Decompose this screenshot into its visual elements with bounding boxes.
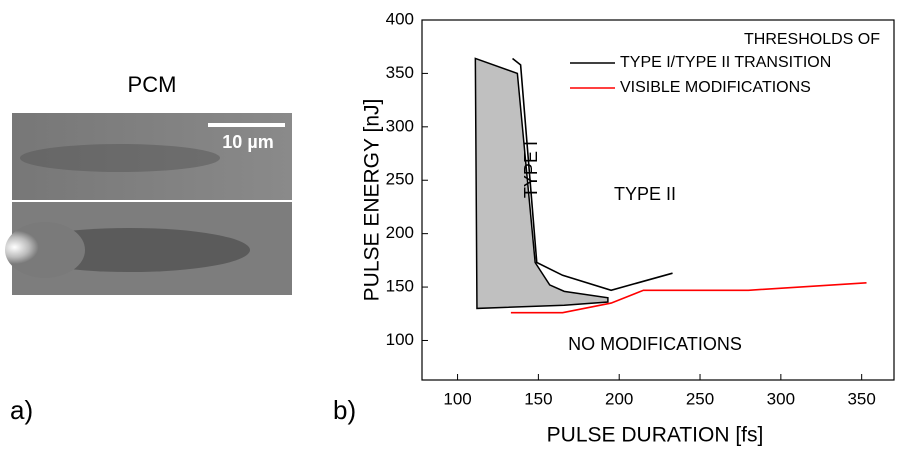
plot-frame xyxy=(421,19,895,381)
y-tick-label: 150 xyxy=(386,277,414,296)
y-tick-label: 200 xyxy=(386,223,414,242)
micrograph-feature xyxy=(5,222,85,278)
series-line xyxy=(512,57,673,292)
annotation: NO MODIFICATIONS xyxy=(568,334,742,354)
x-tick-label: 300 xyxy=(767,389,795,408)
image-panel: PCM 10 µm a) xyxy=(5,72,292,425)
legend-label: VISIBLE MODIFICATIONS xyxy=(620,79,811,96)
annotation: TYPE II xyxy=(614,184,676,204)
x-tick-label: 250 xyxy=(686,389,714,408)
y-axis-label: PULSE ENERGY [nJ] xyxy=(361,99,384,302)
panel-label: b) xyxy=(333,395,356,425)
micrograph-feature xyxy=(20,144,220,172)
y-tick-label: 100 xyxy=(386,330,414,349)
legend-label: TYPE I/TYPE II TRANSITION xyxy=(620,54,831,71)
series-line xyxy=(510,281,867,314)
y-tick-label: 350 xyxy=(386,63,414,82)
legend-title: THRESHOLDS OF xyxy=(744,31,880,48)
y-tick-label: 250 xyxy=(386,170,414,189)
x-tick-label: 100 xyxy=(443,389,471,408)
y-tick-label: 300 xyxy=(386,116,414,135)
x-tick-label: 150 xyxy=(524,389,552,408)
image-title: PCM xyxy=(128,72,177,97)
panel-label: a) xyxy=(10,395,33,425)
x-axis-label: PULSE DURATION [fs] xyxy=(547,424,764,447)
y-tick-label: 400 xyxy=(386,9,414,28)
scale-bar-label: 10 µm xyxy=(222,132,273,152)
region-label: TYPE I xyxy=(521,141,541,198)
type-i-region xyxy=(474,57,609,310)
x-tick-label: 350 xyxy=(847,389,875,408)
x-tick-label: 200 xyxy=(605,389,633,408)
